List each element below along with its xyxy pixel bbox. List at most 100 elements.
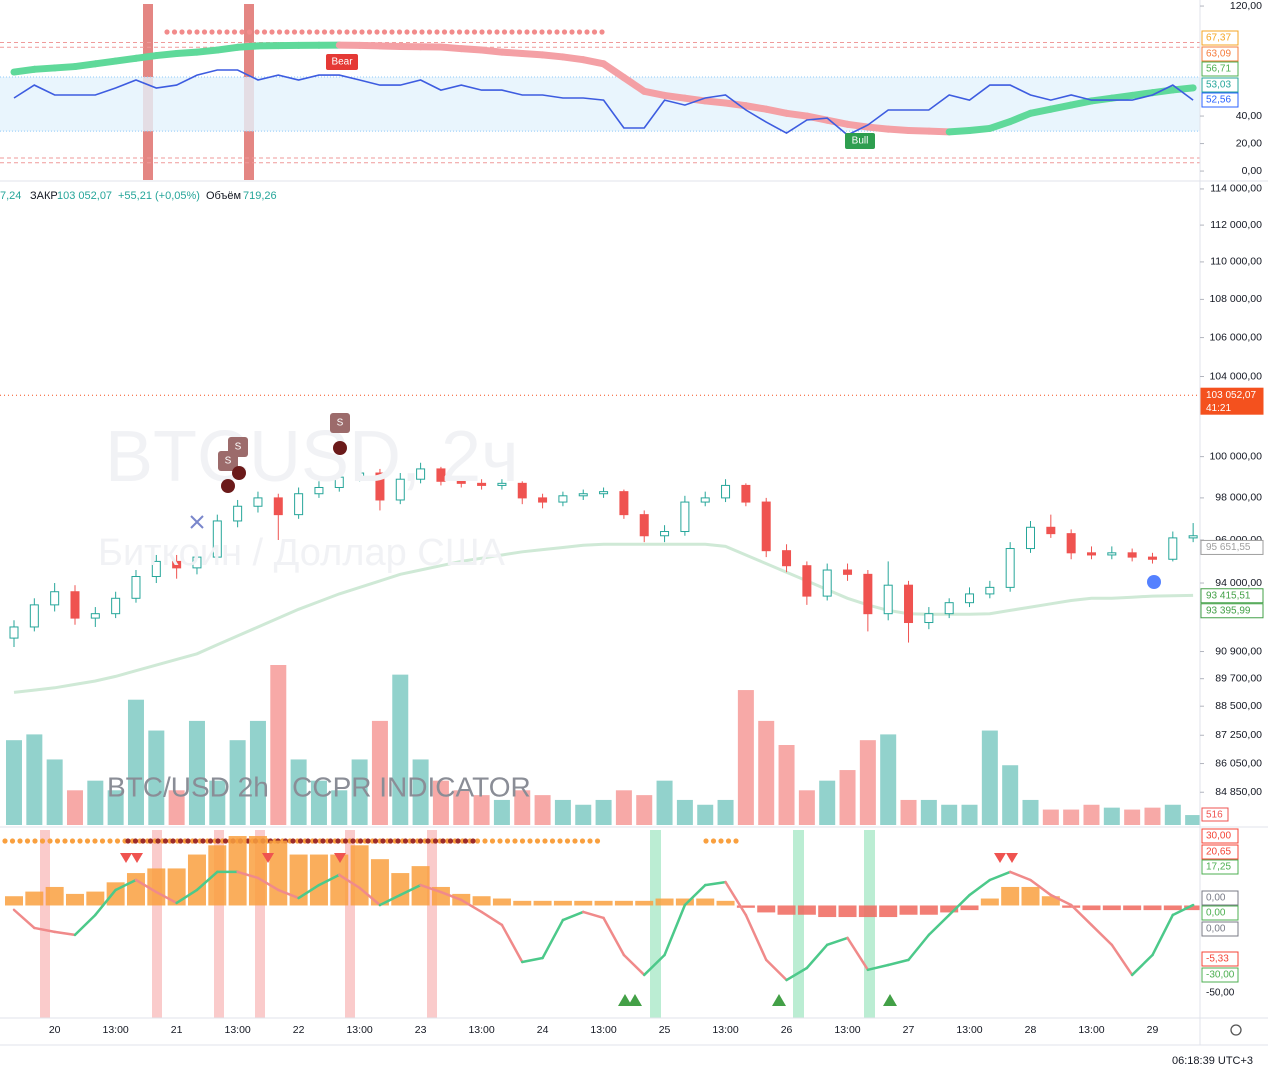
histogram-bar — [839, 905, 857, 917]
signal-dot — [344, 29, 349, 34]
candle-body — [966, 594, 974, 603]
signal-dot — [382, 29, 387, 34]
x-tick-label: 21 — [171, 1024, 183, 1036]
signal-dot — [464, 29, 469, 34]
candle-body — [803, 566, 811, 596]
signal-dot — [535, 838, 540, 843]
volume-bar — [616, 790, 632, 825]
x-tick-label: 28 — [1025, 1024, 1037, 1036]
volume-bar — [1165, 805, 1181, 825]
signal-dot — [412, 29, 417, 34]
histogram-bar — [818, 905, 836, 917]
signal-dot — [592, 29, 597, 34]
signal-dot — [374, 29, 379, 34]
histogram-bar — [391, 873, 409, 905]
y-tick-label: 87 250,00 — [1215, 729, 1262, 741]
x-tick-label: 13:00 — [103, 1024, 129, 1036]
signal-dot — [329, 29, 334, 34]
volume-bar — [799, 790, 815, 825]
volume-bar — [26, 734, 42, 825]
signal-dot — [470, 838, 475, 843]
signal-dot — [209, 29, 214, 34]
y-tick-label: 40,00 — [1236, 110, 1262, 122]
signal-dot — [247, 29, 252, 34]
volume-bar — [1144, 808, 1160, 825]
signal-dot — [494, 29, 499, 34]
candle-body — [783, 551, 791, 566]
ohlc-close-word: ЗАКР — [30, 190, 58, 202]
candle-body — [71, 592, 79, 618]
signal-dot — [335, 838, 340, 843]
price-tag: 93 415,51 — [1206, 590, 1251, 601]
watermark-name: Биткоин / Доллар США — [98, 532, 506, 574]
signal-dot — [107, 838, 112, 843]
histogram-bar — [188, 855, 206, 906]
volume-bar — [555, 800, 571, 825]
signal-dot — [208, 838, 213, 843]
volume-bar — [982, 731, 998, 825]
volume-bar — [1043, 810, 1059, 825]
signal-band — [152, 830, 162, 1018]
histogram-bar — [208, 845, 226, 905]
y-tick-label: 114 000,00 — [1210, 183, 1262, 195]
signal-dot — [187, 29, 192, 34]
candle-body — [1189, 536, 1197, 538]
signal-dot — [595, 838, 600, 843]
y-tick-label: 106 000,00 — [1209, 331, 1262, 343]
histogram-bar — [554, 901, 572, 906]
histogram-bar — [1022, 887, 1040, 906]
candle-body — [1169, 538, 1177, 559]
x-tick-label: 27 — [903, 1024, 915, 1036]
value-tag: 52,56 — [1206, 95, 1231, 106]
signal-dot — [55, 838, 60, 843]
signal-dot — [565, 838, 570, 843]
candle-body — [620, 492, 628, 515]
candle-body — [254, 498, 262, 506]
y-tick-label: 90 900,00 — [1215, 645, 1262, 657]
signal-dot — [305, 838, 310, 843]
signal-dot — [367, 29, 372, 34]
histogram-bar — [473, 896, 491, 905]
volume-bar — [921, 800, 937, 825]
watermark-symbol: BTCUSD, 2ч — [105, 417, 519, 497]
signal-dot — [520, 838, 525, 843]
candle-body — [722, 485, 730, 497]
volume-bar — [677, 800, 693, 825]
volume-bar — [779, 745, 795, 825]
signal-dot — [193, 838, 198, 843]
signal-dot — [148, 838, 153, 843]
signal-dot — [502, 29, 507, 34]
histogram-bar — [635, 901, 653, 906]
volume-bar — [901, 800, 917, 825]
price-tag-countdown: 41:21 — [1206, 403, 1231, 414]
histogram-bar — [513, 901, 531, 906]
candle-body — [112, 598, 120, 613]
x-tick-label: 13:00 — [590, 1024, 616, 1036]
signal-dot — [572, 838, 577, 843]
signal-dot — [479, 29, 484, 34]
signal-dot — [427, 29, 432, 34]
x-tick-label: 25 — [659, 1024, 671, 1036]
candle-body — [1047, 527, 1055, 533]
histogram-bar — [798, 905, 816, 914]
signal-dot — [328, 838, 333, 843]
signal-dot — [115, 838, 120, 843]
signal-dot — [425, 838, 430, 843]
price-tag: 95 651,55 — [1206, 542, 1251, 553]
histogram-bar — [900, 905, 918, 914]
volume-bar — [575, 805, 591, 825]
signal-dot — [539, 29, 544, 34]
candle-body — [640, 515, 648, 536]
histogram-bar — [86, 892, 104, 906]
volume-bar — [1185, 815, 1201, 825]
y-tick-label: 120,00 — [1230, 0, 1262, 12]
signal-dot — [395, 838, 400, 843]
price-tag: 93 395,99 — [1206, 605, 1251, 616]
x-tick-label: 24 — [537, 1024, 549, 1036]
histogram-bar — [5, 896, 23, 905]
histogram-bar — [1123, 905, 1141, 910]
histogram-bar — [1164, 905, 1182, 910]
candle-body — [864, 574, 872, 613]
x-tick-label: 26 — [781, 1024, 793, 1036]
signal-dot — [487, 29, 492, 34]
